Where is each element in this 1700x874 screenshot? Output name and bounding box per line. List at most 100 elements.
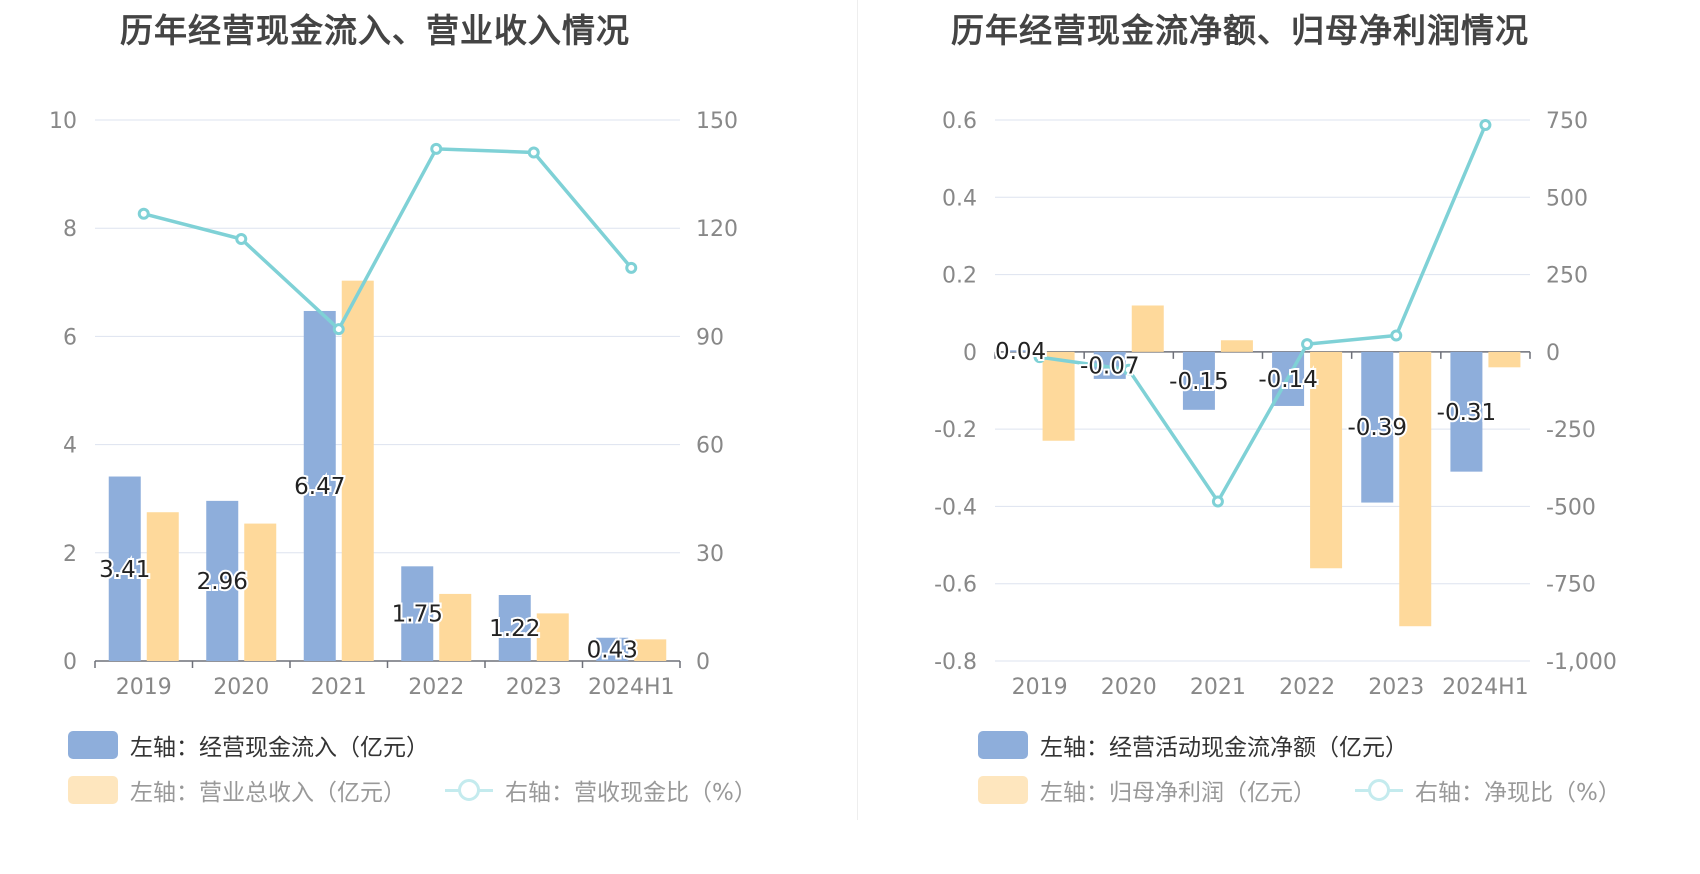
bar-series2 [146,512,179,661]
left-axis-tick: 0 [963,341,977,366]
panel-divider [857,0,858,820]
left-legend-ratio[interactable]: 右轴：营收现金比（%） [445,773,757,807]
left-axis-tick: -0.4 [934,495,977,520]
x-axis-label: 2022 [408,675,464,700]
right-axis-tick: 250 [1546,264,1588,289]
line-point [1122,363,1135,376]
right-axis-tick: -750 [1546,573,1596,598]
right-legend-net-cash-flow[interactable]: 左轴：经营活动现金流净额（亿元） [978,728,1408,762]
bar-data-label: 3.41 [99,557,150,583]
bar-data-label: -0.15 [1169,369,1229,395]
left-axis-tick: 0 [63,650,77,675]
left-legend-cash-inflow[interactable]: 左轴：经营现金流入（亿元） [68,728,429,762]
x-axis-label: 2023 [506,675,562,700]
left-legend-revenue[interactable]: 左轴：营业总收入（亿元） [68,773,406,807]
bar-data-label: 6.47 [294,474,345,500]
line-point [527,146,540,159]
bar-data-label: -0.14 [1258,367,1318,393]
legend-line-icon [1355,776,1403,804]
x-axis-label: 2021 [1190,675,1246,700]
right-axis-tick: -500 [1546,495,1596,520]
line-point [1390,329,1403,342]
bar-series1 [108,476,141,661]
legend-swatch-blue [978,731,1028,759]
left-axis-tick: -0.8 [934,650,977,675]
bar-data-label: -0.07 [1080,353,1140,379]
bar-series1 [596,637,629,661]
left-chart-panel: 历年经营现金流入、营业收入情况 0 0 2 30 4 60 6 90 8 120 10 150 2019… [49,11,757,807]
bar-series1 [1361,351,1394,503]
left-axis-tick: 0.6 [942,109,977,134]
legend-swatch-blue [68,731,118,759]
legend-label: 左轴：经营现金流入（亿元） [130,735,429,761]
x-axis-label: 2022 [1279,675,1335,700]
bar-series2 [1488,351,1521,368]
line-point [332,323,345,336]
right-legend-net-profit[interactable]: 左轴：归母净利润（亿元） [978,773,1316,807]
right-axis-tick: 150 [696,109,738,134]
right-axis-tick: 750 [1546,109,1588,134]
left-axis-tick: 6 [63,325,77,350]
right-axis-tick: -1,000 [1546,650,1617,675]
legend-label: 右轴：净现比（%） [1415,780,1621,806]
left-axis-tick: 4 [63,434,77,459]
bar-series2 [439,593,472,661]
right-chart-panel: 历年经营现金流净额、归母净利润情况 -0.8 -1,000 -0.6 -750 -0.4… [850,0,1700,874]
x-axis-label: 2023 [1368,675,1424,700]
left-axis-tick: -0.2 [934,418,977,443]
line-point [1301,338,1314,351]
x-axis-label: 2019 [116,675,172,700]
legend-line-icon [445,776,493,804]
right-axis-tick: 0 [1546,341,1560,366]
bar-series2 [341,280,374,661]
line-series3 [143,147,633,333]
left-chart-plot: 0 0 2 30 4 60 6 90 8 120 10 150 2019 2020 2021 2022 2023… [49,109,738,700]
bar-series2 [634,639,667,661]
right-axis-tick: 0 [696,650,710,675]
legend-label: 左轴：归母净利润（亿元） [1040,780,1316,806]
bar-data-label: 1.75 [392,602,443,628]
bar-series1 [1004,350,1037,352]
x-axis-label: 2020 [213,675,269,700]
bar-series1 [206,500,239,661]
right-axis-tick: 90 [696,325,724,350]
bar-series1 [303,310,336,661]
bar-data-label: 1.22 [489,616,540,642]
left-chart-title: 历年经营现金流入、营业收入情况 [120,11,630,50]
x-axis-label: 2024H1 [1442,675,1529,700]
bar-series1 [498,594,531,661]
bar-series1 [401,566,434,661]
left-axis-tick: 0.4 [942,186,977,211]
line-point [625,261,638,274]
line-point [137,207,150,220]
right-axis-tick: 500 [1546,186,1588,211]
bar-series2 [1310,351,1343,569]
line-point [1033,351,1046,364]
right-legend-ratio[interactable]: 右轴：净现比（%） [1355,773,1621,807]
right-axis-tick: 30 [696,542,724,567]
x-axis-label: 2019 [1012,675,1068,700]
line-point [1479,118,1492,131]
left-axis-tick: 2 [63,542,77,567]
bar-series1 [1450,351,1483,472]
bar-data-label: -0.39 [1347,415,1407,441]
bar-series2 [1220,340,1253,352]
bar-series2 [1399,351,1432,627]
legend-swatch-yellow [978,776,1028,804]
bar-series1 [1182,351,1215,410]
right-axis-tick: 60 [696,434,724,459]
line-series3 [1039,124,1488,505]
x-axis-label: 2021 [311,675,367,700]
right-axis-tick: -250 [1546,418,1596,443]
bar-data-label: 0.43 [587,637,638,663]
bar-series2 [1042,351,1075,441]
left-axis-tick: 8 [63,217,77,242]
line-point [1211,495,1224,508]
line-point [430,142,443,155]
x-axis-label: 2024H1 [588,675,675,700]
legend-label: 左轴：营业总收入（亿元） [130,780,406,806]
bar-data-label: 2.96 [197,569,248,595]
legend-label: 右轴：营收现金比（%） [505,780,757,806]
legend-swatch-yellow [68,776,118,804]
legend-label: 左轴：经营活动现金流净额（亿元） [1040,735,1408,761]
